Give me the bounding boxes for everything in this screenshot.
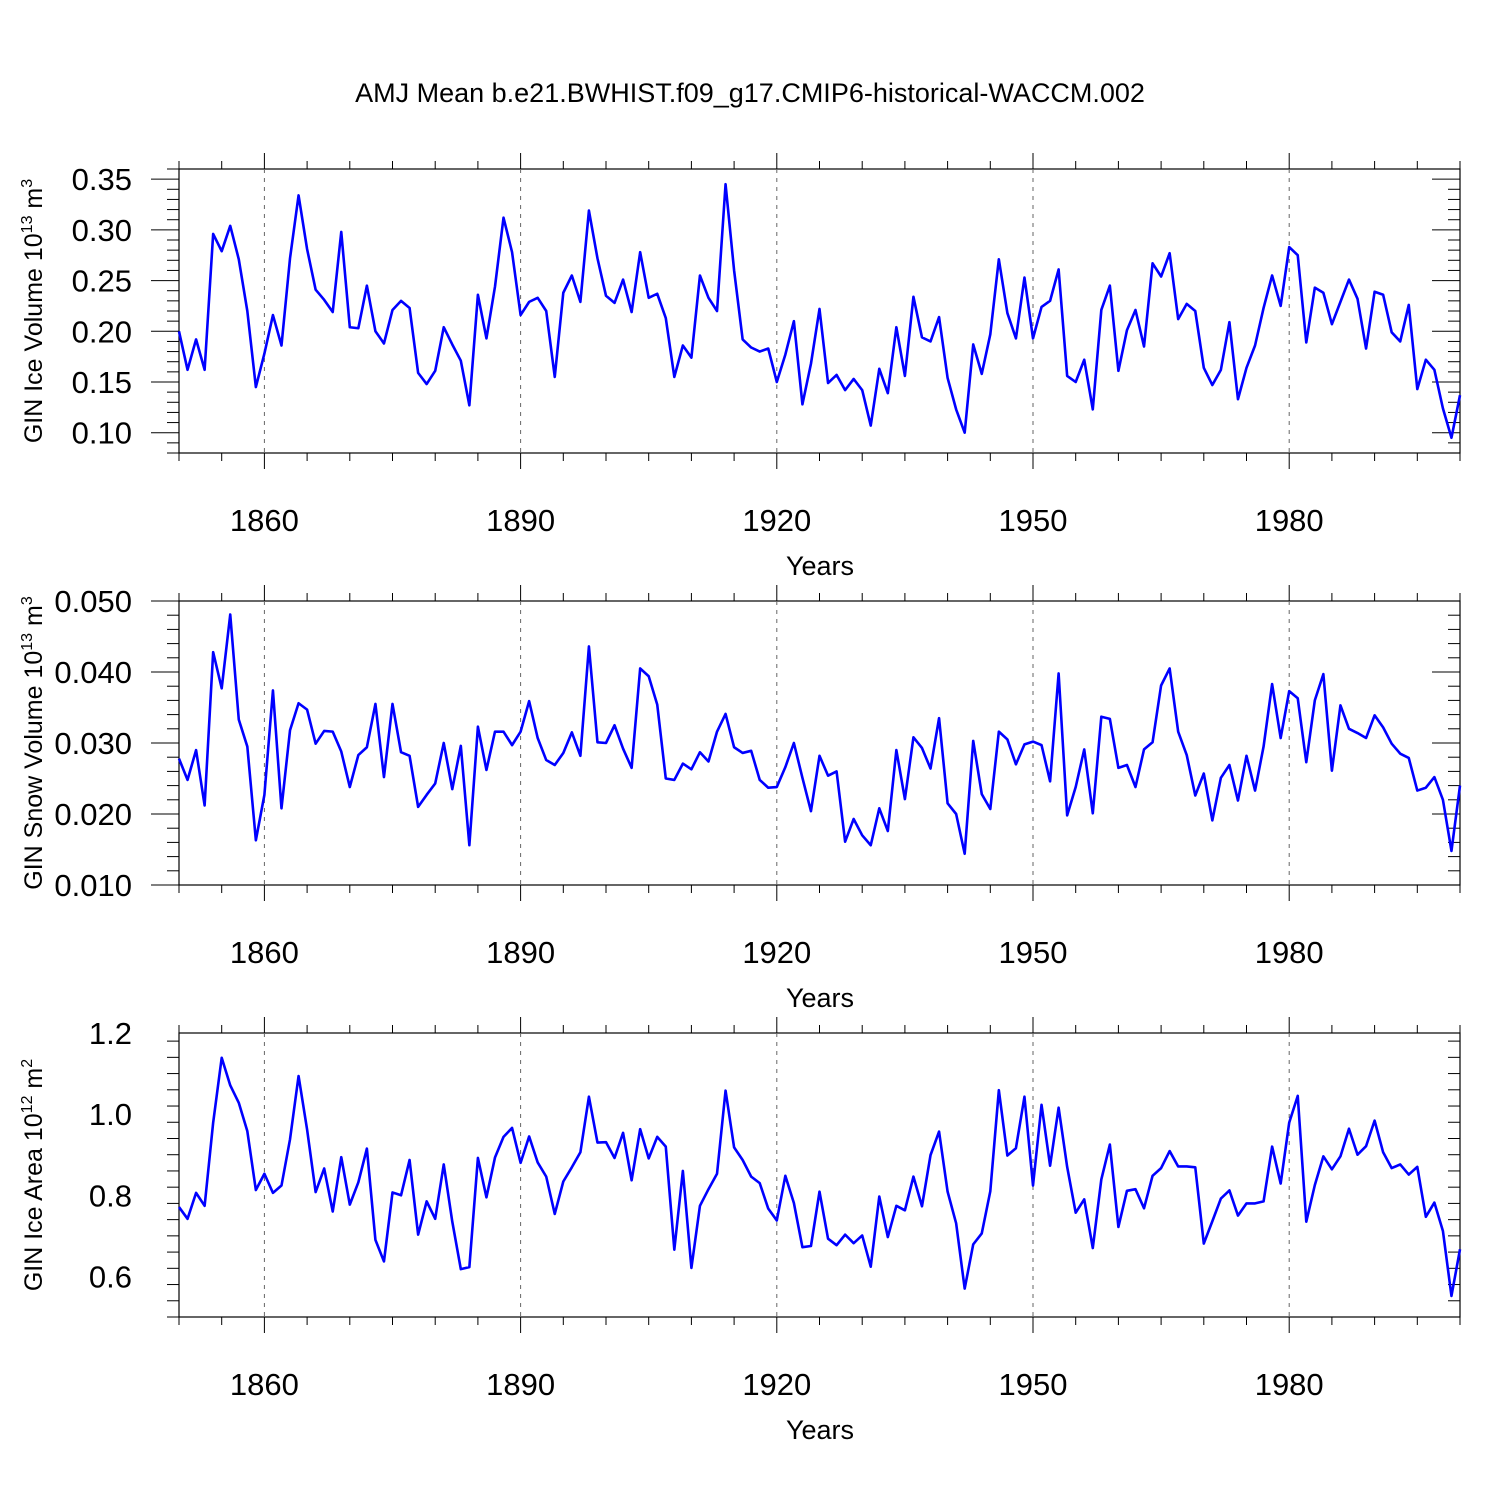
x-tick-label: 1890 [486,1367,555,1402]
x-tick-label: 1920 [742,935,811,970]
y-tick-label: 1.2 [89,1016,132,1051]
x-tick-label: 1890 [486,503,555,538]
series-line [177,613,1462,856]
series-line [177,1056,1462,1298]
x-tick-label: 1980 [1255,503,1324,538]
y-tick-label: 0.10 [72,416,132,451]
x-tick-label: 1890 [486,935,555,970]
y-tick-label: 0.010 [54,868,132,903]
x-tick-label: 1980 [1255,1367,1324,1402]
y-tick-label: 0.030 [54,726,132,761]
x-axis-title: Years [786,1415,854,1445]
y-tick-label: 0.040 [54,655,132,690]
x-tick-label: 1920 [742,503,811,538]
series-line [177,182,1462,440]
chart-title: AMJ Mean b.e21.BWHIST.f09_g17.CMIP6-hist… [355,78,1145,108]
x-tick-label: 1980 [1255,935,1324,970]
y-axis-title: GIN Ice Volume 1013 m3 [19,179,48,443]
y-tick-label: 1.0 [89,1097,132,1132]
x-tick-label: 1860 [230,1367,299,1402]
x-tick-label: 1920 [742,1367,811,1402]
x-axis-title: Years [786,983,854,1013]
y-axis-title: GIN Ice Area 1012 m2 [19,1059,48,1291]
y-axis-title: GIN Snow Volume 1013 m3 [19,596,48,890]
x-tick-label: 1950 [999,1367,1068,1402]
y-tick-label: 0.25 [72,264,132,299]
y-tick-label: 0.15 [72,365,132,400]
y-tick-label: 0.8 [89,1178,132,1213]
y-tick-label: 0.35 [72,162,132,197]
x-tick-label: 1950 [999,935,1068,970]
x-axis-title: Years [786,551,854,581]
y-tick-label: 0.020 [54,797,132,832]
x-tick-label: 1950 [999,503,1068,538]
y-tick-label: 0.20 [72,314,132,349]
y-tick-label: 0.30 [72,213,132,248]
y-tick-label: 0.6 [89,1259,132,1294]
x-tick-label: 1860 [230,935,299,970]
y-tick-label: 0.050 [54,584,132,619]
x-tick-label: 1860 [230,503,299,538]
